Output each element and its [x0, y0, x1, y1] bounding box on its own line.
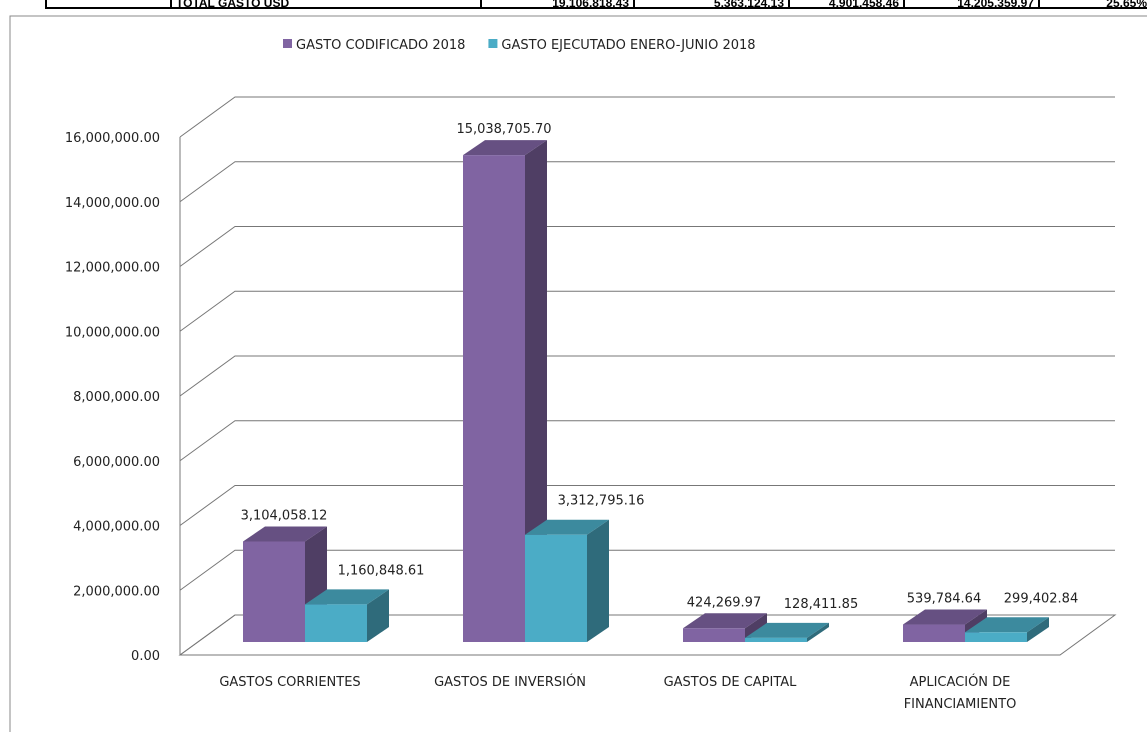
bar-top	[463, 140, 547, 156]
value-label: 3,104,058.12	[241, 509, 328, 524]
y-tick-label: 10,000,000.00	[65, 325, 160, 340]
x-tick-label: GASTOS CORRIENTES	[219, 675, 361, 690]
grid-line	[179, 549, 1115, 591]
table-row: TOTAL GASTO USD 19,106,818.43 5,363,124.13…	[0, 0, 1147, 11]
bar	[463, 140, 547, 643]
bar-front	[745, 637, 807, 642]
grid-line	[179, 96, 1115, 138]
legend-swatch	[283, 39, 292, 48]
bar-top	[525, 519, 609, 535]
grid-line	[179, 161, 1115, 203]
x-tick-label: GASTOS DE INVERSIÓN	[434, 675, 586, 690]
legend-label: GASTO CODIFICADO 2018	[296, 38, 465, 53]
bar-top	[745, 622, 829, 638]
bar-side	[807, 622, 829, 642]
grid-line	[179, 226, 1115, 267]
bar-front	[463, 155, 525, 643]
bar-side	[1027, 617, 1049, 642]
bar-front	[903, 624, 965, 642]
y-tick-label: 6,000,000.00	[73, 455, 160, 470]
grid-line	[179, 614, 1115, 656]
y-tick-label: 2,000,000.00	[73, 584, 160, 599]
bar-side	[525, 140, 547, 643]
grid-line	[179, 485, 1115, 526]
y-tick-label: 16,000,000.00	[65, 131, 160, 146]
bar-top	[965, 617, 1049, 633]
value-label: 15,038,705.70	[456, 122, 551, 137]
x-tick-label: GASTOS DE CAPITAL	[663, 675, 797, 690]
grid-line	[179, 420, 1115, 462]
value-label: 1,160,848.61	[338, 563, 425, 578]
bar	[965, 617, 1049, 642]
value-label: 424,269.97	[687, 595, 761, 610]
bar-top	[683, 613, 767, 629]
value-label: 3,312,795.16	[558, 494, 645, 509]
bar-front	[305, 604, 367, 642]
value-label: 539,784.64	[907, 592, 981, 607]
y-tick-label: 4,000,000.00	[73, 520, 160, 535]
bar	[305, 589, 389, 642]
bar	[745, 622, 829, 642]
y-tick-label: 0.00	[131, 649, 160, 664]
bar	[683, 613, 767, 642]
bar-side	[587, 519, 609, 642]
bar-top	[243, 526, 327, 542]
bar-front	[243, 541, 305, 642]
value-label: 128,411.85	[784, 597, 858, 612]
grid-line	[179, 355, 1115, 397]
legend-swatch	[488, 39, 498, 48]
y-tick-label: 12,000,000.00	[65, 261, 160, 276]
bar	[525, 519, 609, 642]
x-tick-label: APLICACIÓN DE FINANCIAMIENTO	[903, 675, 1017, 712]
bar-front	[683, 628, 745, 642]
y-tick-label: 8,000,000.00	[73, 390, 160, 405]
value-label: 299,402.84	[1004, 591, 1078, 606]
bar-side	[367, 589, 389, 642]
bar-top	[903, 609, 987, 625]
bar-front	[525, 534, 587, 642]
table-cell: 25.65%	[1038, 0, 1147, 9]
bar-top	[305, 589, 389, 605]
y-tick-label: 14,000,000.00	[65, 196, 160, 211]
bar-front	[965, 632, 1027, 642]
grid-line	[179, 290, 1115, 332]
legend-label: GASTO EJECUTADO ENERO-JUNIO 2018	[501, 38, 755, 53]
